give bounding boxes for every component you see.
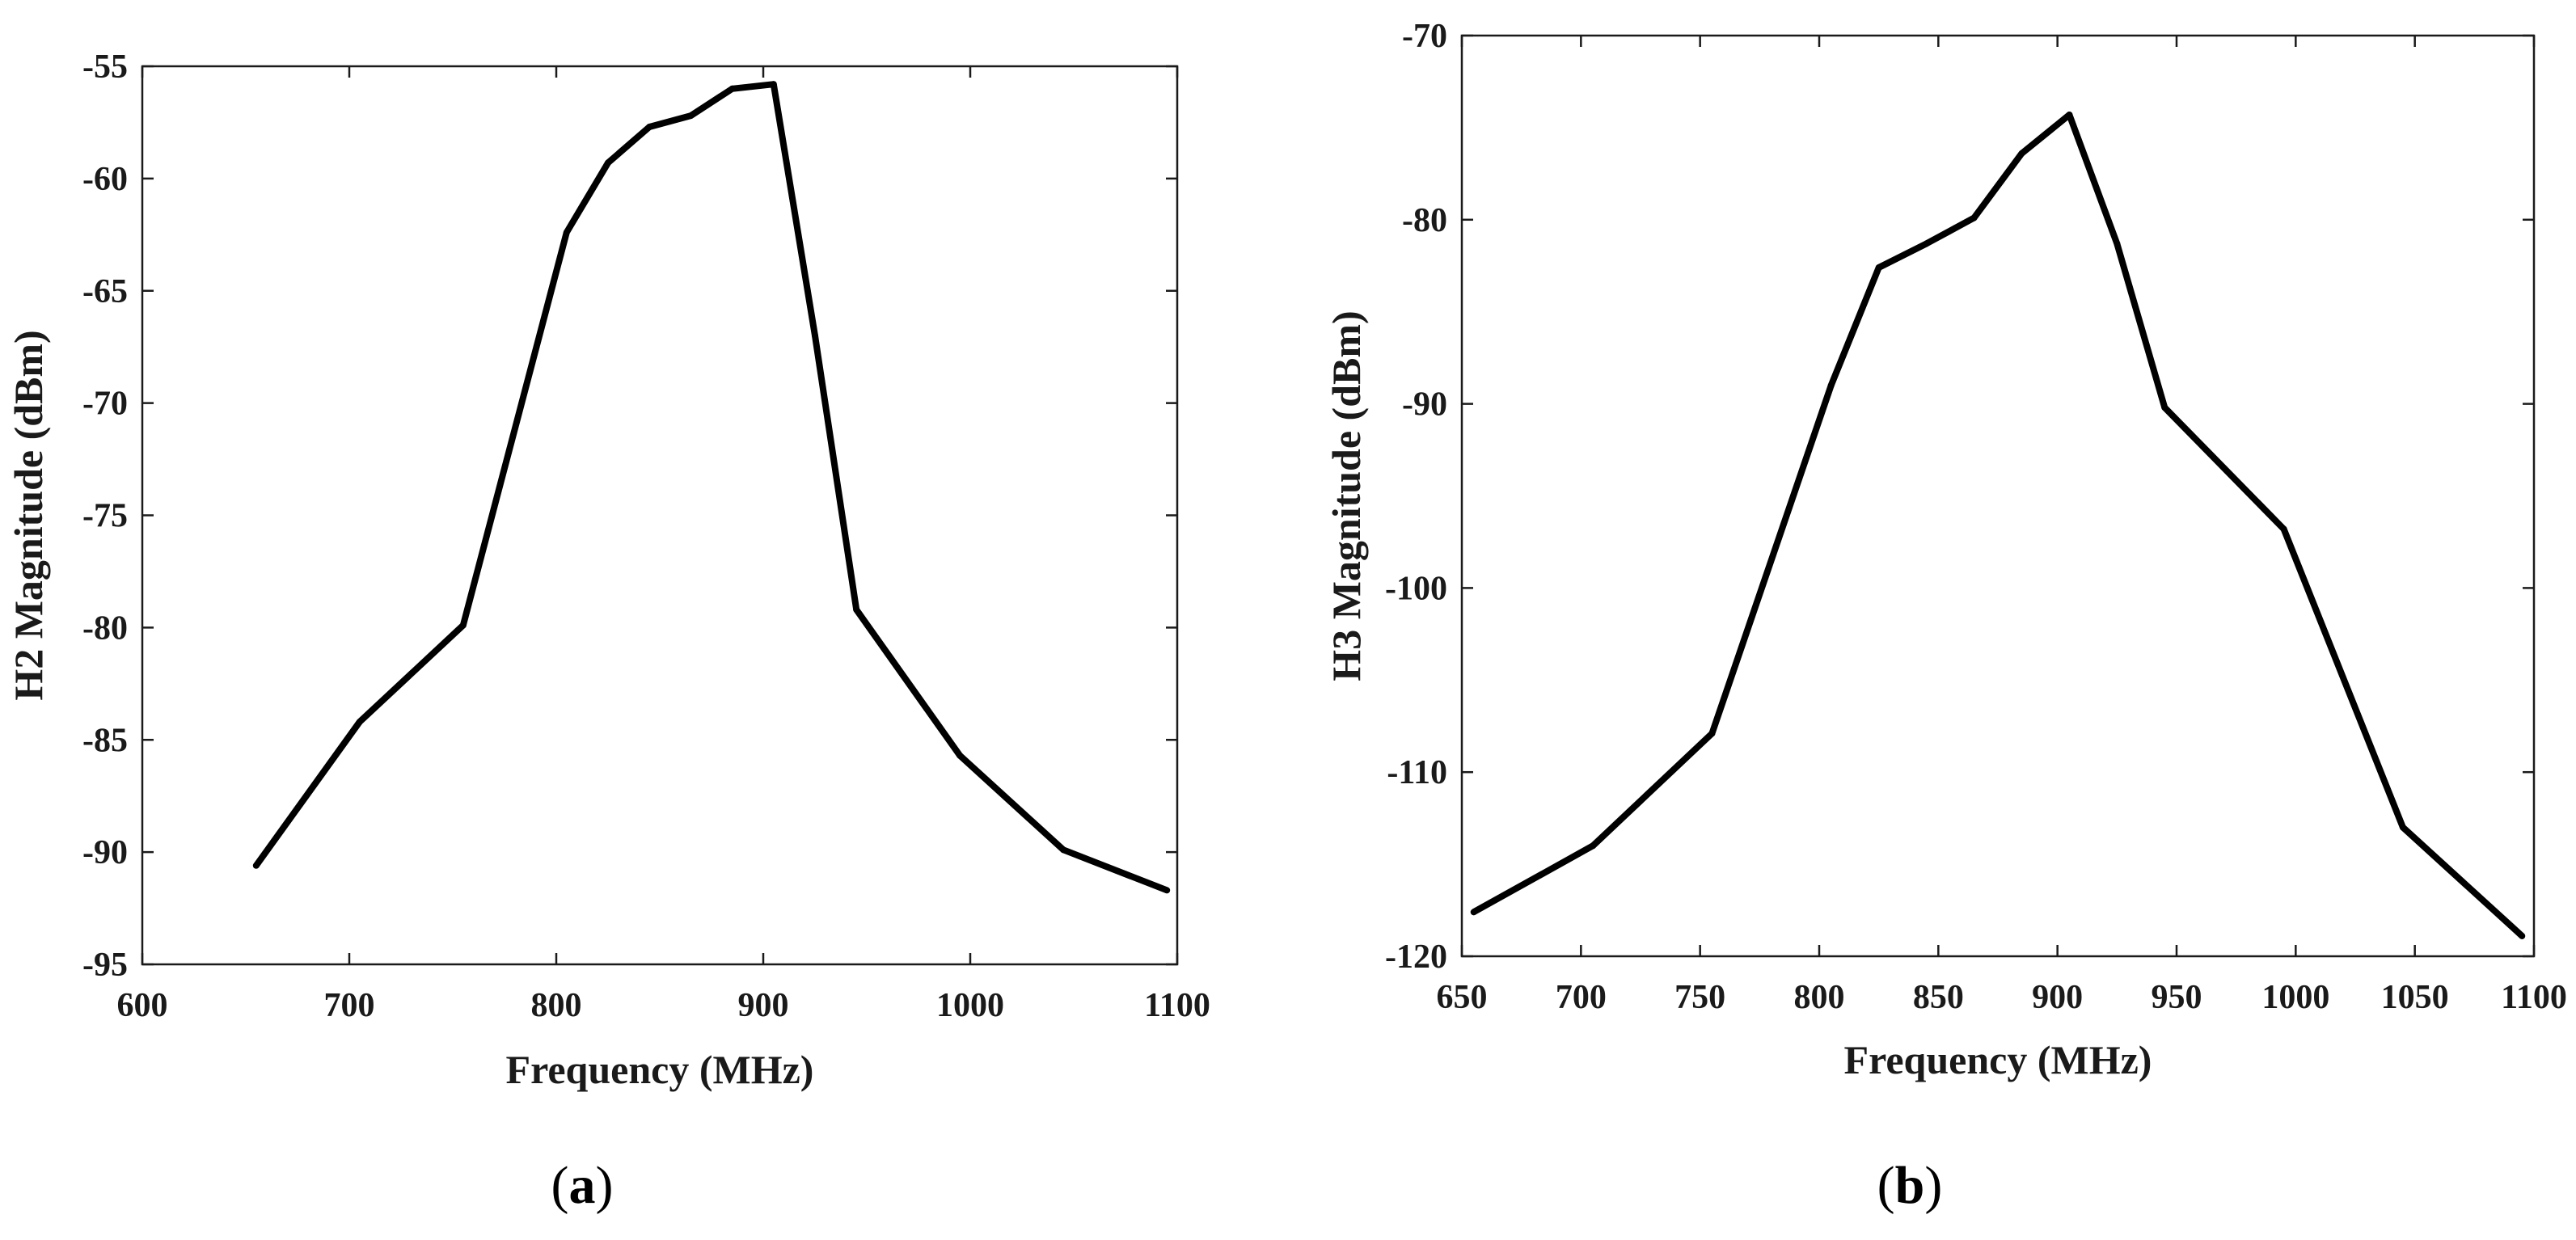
chart-b-xtick-label: 850 [1913,979,1964,1016]
chart-a-xtick-label: 1100 [1144,987,1210,1024]
chart-a-xtick-label: 700 [324,987,375,1024]
chart-b-xtick-label: 700 [1556,979,1607,1016]
chart-b: 650 700 750 800 850 900 950 1000 1050 1100 -120 -11… [1324,18,2567,1082]
chart-b-data-point [1708,730,1716,737]
chart-b-data-point [2114,240,2121,247]
chart-b-xtick-label: 1050 [2381,979,2449,1016]
panel-label-b: (b) [1877,1156,1943,1215]
panel-label-a-letter: a [569,1156,596,1215]
chart-b-ytick-label: -90 [1402,386,1447,424]
chart-b-data-point [1875,264,1882,272]
chart-b-xtick-label: 950 [2152,979,2202,1016]
chart-a-ytick-label: -80 [82,609,128,647]
chart-a-data-point [956,752,964,759]
chart-b-xtick-label: 800 [1794,979,1845,1016]
chart-b-xtick-label: 1000 [2261,979,2329,1016]
chart-b-xtick-label: 1100 [2501,979,2567,1016]
chart-b-xtick-label: 900 [2032,979,2083,1016]
chart-a-ytick-label: -55 [82,49,128,86]
chart-a-y-axis-label: H2 Magnitude (dBm) [6,330,51,700]
chart-a-xtick-label: 800 [531,987,582,1024]
chart-a-data-point [770,81,777,88]
chart-a-data-point [728,85,736,92]
chart-a-data-point [459,622,467,629]
chart-a-xtick-label: 1000 [936,987,1004,1024]
chart-b-data-point [1923,240,1930,247]
chart-a-data-point [605,159,611,167]
chart-b-ytick-label: -110 [1387,754,1447,791]
chart-b-data-point [2399,824,2406,831]
chart-b-ytick-label: -120 [1385,938,1447,976]
chart-b-ytick-label: -100 [1385,570,1447,607]
chart-a-data-point [563,229,570,236]
chart-a-ytick-label: -95 [82,947,128,984]
chart-a-x-axis-label: Frequency (MHz) [506,1047,814,1092]
chart-a-data-point [1060,846,1067,854]
panel-label-b-letter: b [1895,1156,1925,1215]
chart-a-xtick-label: 600 [117,987,168,1024]
chart-a: 600 700 800 900 1000 1100 -95 -90 -85 -80 -75 -70 -6… [6,49,1210,1092]
chart-b-plot-frame [1460,34,2536,958]
chart-a-ytick-label: -75 [82,498,128,535]
panel-label-a-open: ( [551,1156,569,1215]
chart-b-data-point [1470,909,1477,916]
panel-label-a-close: ) [596,1156,614,1215]
chart-a-data-point [252,862,260,869]
chart-b-data-point [2519,932,2526,939]
chart-a-ytick-label: -60 [82,161,128,198]
chart-b-data-point [1970,214,1978,221]
chart-a-data-point [356,719,363,726]
chart-b-data-point [1590,842,1597,850]
chart-a-data-point [812,332,818,340]
chart-b-x-axis-label: Frequency (MHz) [1844,1037,2152,1082]
chart-a-data-point [1163,887,1171,894]
chart-b-xtick-label: 750 [1674,979,1725,1016]
chart-b-data-point [1827,382,1835,389]
panel-label-a: (a) [551,1156,614,1215]
chart-b-data-point [2018,150,2025,157]
panel-label-b-open: ( [1877,1156,1895,1215]
chart-a-xtick-label: 900 [738,987,789,1024]
chart-a-data-point [687,112,695,120]
chart-b-xtick-label: 650 [1437,979,1488,1016]
chart-b-data-point [2280,525,2287,533]
chart-a-ytick-label: -70 [82,386,128,423]
chart-a-data-point [853,606,860,614]
chart-b-series-line [1472,112,2524,938]
chart-a-ytick-label: -90 [82,834,128,871]
chart-b-y-axis-label: H3 Magnitude (dBm) [1324,310,1369,681]
panel-label-b-close: ) [1924,1156,1942,1215]
chart-a-ytick-label: -85 [82,722,128,759]
chart-a-ytick-label: -65 [82,273,128,310]
chart-b-ytick-label: -70 [1402,18,1447,55]
chart-b-data-point [2066,111,2073,118]
chart-a-series-line [253,81,1168,894]
chart-a-data-point [646,123,653,130]
chart-b-ytick-label: -80 [1402,202,1447,239]
chart-b-data-point [2161,404,2168,411]
